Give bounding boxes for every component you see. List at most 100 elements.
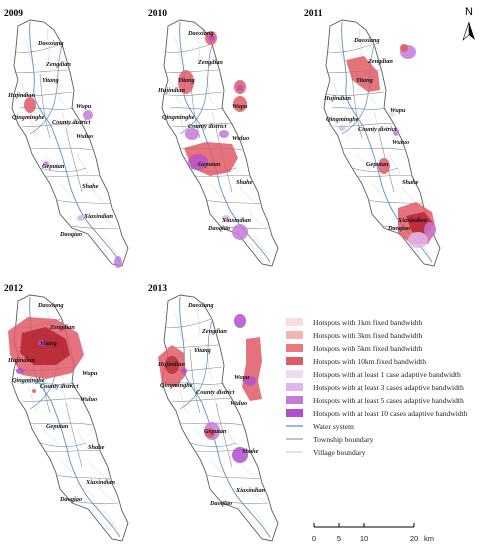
legend-item-water: Water system (286, 422, 354, 431)
place-label: Geputan (198, 161, 221, 168)
hotspot (83, 110, 93, 120)
legend-swatch (286, 383, 303, 391)
hotspot (232, 447, 248, 463)
place-label: Daoxiang (187, 30, 214, 37)
place-label: Daoxiang (353, 37, 380, 44)
scale-bar: 0 5 10 20 km (312, 523, 434, 543)
place-label: Zengdian (49, 324, 75, 331)
year-label-2009: 2009 (4, 9, 23, 19)
place-label: Zengdian (45, 61, 71, 68)
hotspot (16, 368, 24, 374)
hotspot (209, 35, 215, 41)
place-label: Xiaxindian (85, 479, 116, 486)
hotspot (346, 56, 380, 92)
place-label: Daoqiao (59, 231, 82, 238)
north-arrow: N (462, 6, 475, 41)
legend-swatch (286, 370, 303, 378)
place-label: Daoxiang (37, 40, 64, 47)
place-label: Qingminghe (12, 377, 45, 384)
hotspot (205, 428, 215, 438)
legend-label: Hotspots with at least 3 cases adaptive … (313, 383, 464, 392)
hotspot (43, 161, 49, 167)
legend-label: Hotspots with at least 1 case adaptive b… (313, 370, 461, 379)
place-label: Qingminghe (326, 116, 359, 123)
scale-tick-label: 5 (337, 534, 341, 543)
scale-tick-label: 10 (360, 534, 368, 543)
place-label: County district (188, 123, 227, 130)
place-label: Shahe (402, 179, 419, 186)
place-label: County district (40, 383, 79, 390)
hotspot (185, 128, 199, 140)
map-panel-2011: 2011 Daoxiang Zengdian Yitang Hujindian … (304, 9, 441, 267)
hotspot (242, 337, 262, 401)
legend-label: Hotspots with 5km fixed bandwidth (313, 344, 422, 353)
place-label: Geputan (46, 423, 69, 430)
place-label: Shahe (236, 179, 253, 186)
place-label: Xiaxindian (221, 217, 252, 224)
legend-swatch (286, 409, 303, 417)
hotspot (219, 130, 229, 138)
year-label-2013: 2013 (148, 284, 167, 294)
hotspot (389, 111, 395, 117)
hotspot (378, 158, 390, 174)
place-label: County district (358, 126, 397, 133)
legend-item: Hotspots with 10km fixed bandwidth (286, 357, 426, 366)
hotspot (20, 327, 70, 365)
place-label: Wupu (234, 374, 250, 381)
scale-tick-label: 0 (312, 534, 316, 543)
place-label: Xiaxindian (397, 217, 428, 224)
legend-item: Hotspots with 5km fixed bandwidth (286, 344, 422, 353)
legend-label: Hotspots with at least 10 cases adaptive… (313, 409, 468, 418)
scale-unit: km (424, 534, 434, 543)
legend-item: Hotspots with at least 3 cases adaptive … (286, 383, 464, 392)
legend-item-village: Village boundary (286, 448, 366, 457)
hotspot (244, 376, 256, 386)
place-label: Hujindian (7, 357, 35, 364)
hotspot (114, 256, 122, 268)
legend-item: Hotspots with 1km fixed bandwidth (286, 318, 422, 327)
hotspot (400, 44, 408, 52)
place-label: Wupu (232, 103, 248, 110)
place-label: Shahe (82, 183, 99, 190)
place-label: Qingminghe (160, 382, 193, 389)
place-label: Yitang (40, 340, 57, 347)
hotspot (424, 222, 436, 238)
hotspot (234, 314, 246, 328)
place-label: Daoqiao (207, 225, 230, 232)
place-label: Zengdian (367, 58, 393, 65)
legend-swatch (286, 396, 303, 404)
legend-label: Water system (313, 422, 354, 431)
place-label: Zengdian (201, 328, 227, 335)
hotspot (77, 215, 85, 221)
place-label: Yitang (178, 77, 195, 84)
place-label: Zengdian (197, 59, 223, 66)
legend-swatch (286, 357, 303, 365)
place-label: Hujindian (157, 87, 185, 94)
place-label: Hujindian (323, 95, 351, 102)
north-arrow-label: N (465, 6, 473, 18)
place-label: Daoqiao (209, 500, 232, 507)
legend-item: Hotspots with at least 10 cases adaptive… (286, 409, 468, 418)
place-label: Wupu (390, 107, 406, 114)
place-label: Yitang (194, 347, 211, 354)
place-label: Wupu (82, 370, 98, 377)
place-label: Yitang (356, 77, 373, 84)
place-label: Wuluo (232, 135, 249, 142)
legend-label: Village boundary (313, 448, 366, 457)
hotspot (165, 356, 179, 374)
legend: Hotspots with 1km fixed bandwidth Hotspo… (286, 318, 468, 457)
legend-label: Township boundary (313, 435, 374, 444)
legend-swatch (286, 331, 303, 339)
place-label: Geputan (42, 163, 65, 170)
legend-item: Hotspots with 3km fixed bandwidth (286, 331, 422, 340)
place-label: Wuluo (76, 133, 93, 140)
hotspot (232, 224, 248, 240)
legend-item: Hotspots with at least 1 case adaptive b… (286, 370, 461, 379)
map-panel-2009: 2009 Daoxiang Zengdian Yitang Hujindian … (4, 9, 129, 268)
place-label: Shahe (242, 448, 259, 455)
hotspot (233, 96, 247, 112)
map-panel-2013: 2013 Daoxiang Zengdian Yitang Hujindian … (148, 284, 279, 542)
place-label: Wuluo (230, 400, 247, 407)
hotspot (32, 389, 36, 393)
